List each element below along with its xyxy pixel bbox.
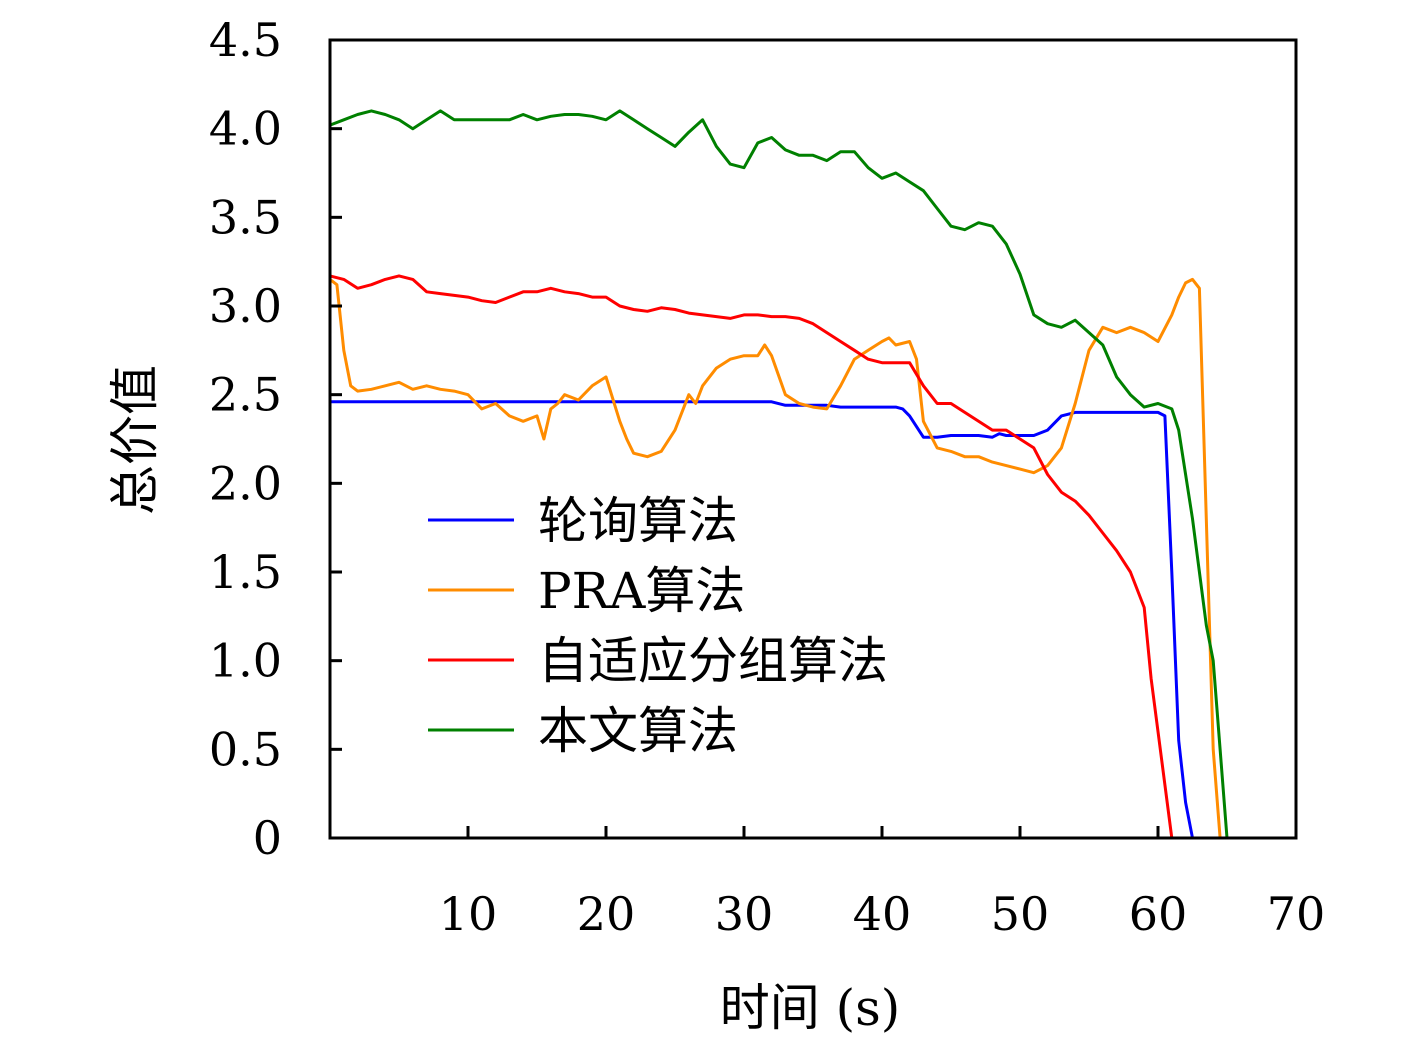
legend-label-4: 本文算法	[538, 702, 738, 760]
legend-label-1: 轮询算法	[538, 492, 738, 550]
y-tick-label: 1.0	[209, 634, 282, 688]
series-line-1	[330, 400, 1194, 839]
plot-frame	[328, 38, 1298, 840]
y-tick-label: 2.0	[209, 456, 282, 510]
x-tick-label: 50	[991, 887, 1050, 941]
y-axis-title: 总价值	[106, 365, 164, 515]
y-tick-label: 4.0	[209, 102, 282, 156]
x-tick-label: 40	[853, 887, 912, 941]
axis-ticks: 10 20 30 40 50 60 70 0 0.5 1.0 1.5 2.0 2.5 3.0 3.5 4.0 4…	[209, 13, 1325, 941]
x-tick-label: 60	[1129, 887, 1188, 941]
legend-label-3: 自适应分组算法	[538, 632, 888, 690]
y-tick-label: 0.5	[209, 722, 282, 776]
y-tick-label: 1.5	[209, 545, 282, 599]
legend-label-2: PRA算法	[538, 562, 745, 620]
y-tick-label: 3.0	[209, 279, 282, 333]
y-tick-label: 2.5	[209, 368, 282, 422]
series-lines	[329, 109, 1229, 839]
y-tick-label: 0	[253, 811, 282, 865]
x-tick-label: 20	[577, 887, 636, 941]
x-axis-title: 时间 (s)	[720, 979, 901, 1037]
series-line-4	[329, 109, 1229, 839]
x-tick-label: 30	[715, 887, 774, 941]
x-tick-label: 70	[1267, 887, 1326, 941]
series-line-3	[329, 274, 1174, 839]
y-tick-label: 4.5	[209, 13, 282, 67]
y-tick-label: 3.5	[209, 190, 282, 244]
x-tick-label: 10	[439, 887, 498, 941]
series-line-2	[329, 277, 1222, 839]
